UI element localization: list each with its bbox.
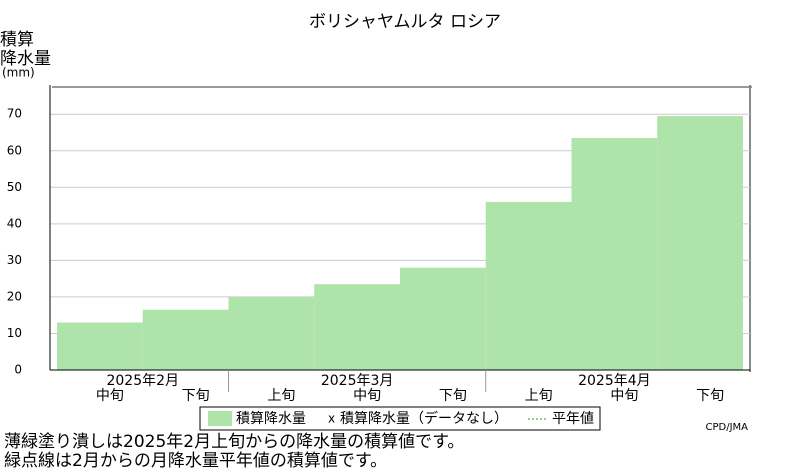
x-tick-label: 中旬 bbox=[96, 388, 124, 404]
y-tick-label: 40 bbox=[7, 216, 22, 230]
x-tick-label: 上旬 bbox=[525, 388, 553, 404]
bar bbox=[400, 267, 486, 370]
legend bbox=[199, 406, 601, 431]
legend-label: 積算降水量（データなし） bbox=[340, 410, 508, 427]
chart-title: ボリシャヤムルタ ロシア bbox=[309, 12, 501, 32]
y-tick-label: 10 bbox=[7, 326, 22, 340]
bar bbox=[571, 137, 658, 370]
x-group-label: 2025年3月 bbox=[321, 373, 394, 389]
legend-label: 平年値 bbox=[552, 411, 594, 427]
x-group-label: 2025年2月 bbox=[106, 373, 179, 389]
x-tick-label: 中旬 bbox=[610, 388, 638, 404]
bar bbox=[228, 296, 315, 370]
y-tick-label: 50 bbox=[7, 180, 22, 194]
bar bbox=[57, 322, 143, 370]
note: 緑点線は2月からの月降水量平年値の積算値です。 bbox=[4, 451, 387, 470]
y-tick-label: 30 bbox=[7, 253, 22, 267]
x-group-label: 2025年4月 bbox=[578, 373, 651, 389]
legend-swatch bbox=[208, 411, 232, 426]
y-label: (mm) bbox=[2, 66, 35, 80]
x-tick-label: 上旬 bbox=[267, 388, 295, 404]
x-tick-label: 中旬 bbox=[353, 388, 381, 404]
y-label: 降水量 bbox=[0, 49, 51, 69]
y-tick-label: 70 bbox=[7, 107, 22, 121]
note: 薄緑塗り潰しは2025年2月上旬からの降水量の積算値です。 bbox=[4, 431, 464, 452]
x-tick-label: 下旬 bbox=[696, 388, 724, 404]
x-tick-label: 下旬 bbox=[182, 388, 210, 404]
bar bbox=[485, 201, 572, 370]
y-tick-label: 60 bbox=[7, 143, 22, 157]
bar bbox=[142, 309, 229, 370]
source: CPD/JMA bbox=[706, 422, 749, 433]
y-tick-label: 0 bbox=[14, 363, 22, 377]
bar bbox=[657, 116, 743, 370]
y-label: 積算 bbox=[0, 30, 34, 50]
x-tick-label: 下旬 bbox=[439, 388, 467, 404]
y-tick-label: 20 bbox=[7, 289, 22, 303]
bar bbox=[314, 284, 400, 370]
legend-label: 積算降水量 bbox=[236, 411, 306, 427]
legend-symbol: x bbox=[328, 412, 335, 426]
